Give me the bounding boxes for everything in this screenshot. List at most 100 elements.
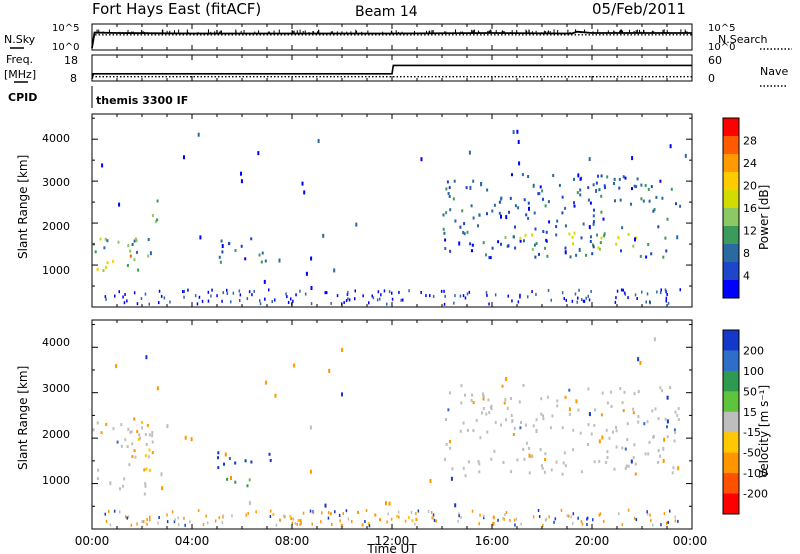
power-cell (147, 238, 150, 241)
velocity-cell (466, 428, 469, 432)
velocity-cell (116, 440, 119, 444)
power-cell (429, 294, 431, 298)
power-cell (538, 252, 540, 256)
power-cell (575, 253, 578, 257)
velocity-cell (514, 523, 516, 527)
power-cell (500, 196, 503, 200)
velocity-cell (342, 512, 344, 516)
velocity-cell (464, 393, 466, 397)
velocity-cell (92, 428, 95, 432)
power-cell (355, 222, 358, 227)
velocity-cell (544, 458, 547, 461)
power-cell (198, 295, 201, 299)
velocity-colorbar-swatch (723, 411, 739, 433)
velocity-cell (324, 503, 327, 508)
velocity-cell (141, 420, 143, 424)
velocity-cell (485, 412, 488, 416)
power-cell (432, 294, 435, 298)
velocity-cell (556, 404, 559, 408)
power-cell (622, 288, 624, 292)
velocity-cell (144, 454, 147, 458)
velocity-cell (666, 395, 669, 400)
velocity-cell (577, 408, 580, 412)
velocity-cell (144, 433, 147, 436)
power-cell (528, 206, 530, 211)
power-cell (156, 218, 159, 222)
station-title: Fort Hays East (fitACF) (92, 0, 261, 18)
velocity-cell (622, 409, 625, 413)
velocity-colorbar-swatch (723, 330, 739, 351)
velocity-cell (646, 512, 649, 516)
freq-line (91, 64, 692, 80)
power-cell (627, 296, 629, 300)
velocity-cell (572, 448, 575, 452)
freq-unit-label: [MHz] (4, 68, 36, 81)
velocity-cell (341, 348, 344, 352)
velocity-cell (674, 519, 677, 523)
power-cell (592, 222, 595, 226)
velocity-cell (189, 520, 191, 524)
power-cell (194, 294, 197, 298)
velocity-cell (202, 523, 205, 526)
power-cell (587, 198, 590, 202)
velocity-cell (149, 518, 151, 522)
velocity-cell (615, 429, 618, 433)
power-colorbar-tick: 24 (743, 157, 757, 170)
velocity-cell (120, 423, 123, 427)
velocity-cell (544, 452, 547, 456)
velocity-cell (677, 407, 680, 411)
power-cell (402, 298, 404, 302)
velocity-cell (646, 510, 648, 514)
velocity-cell (311, 522, 313, 526)
power-cell (597, 174, 599, 178)
power-cell (634, 293, 637, 297)
power-colorbar-tick: 12 (743, 225, 757, 238)
velocity-cell (626, 438, 629, 442)
velocity-cell (482, 407, 485, 410)
power-cell (516, 129, 519, 134)
velocity-cell (586, 516, 589, 520)
power-cell (240, 244, 243, 248)
power-cell (565, 298, 567, 302)
velocity-cell (606, 456, 609, 459)
velocity-cell (270, 509, 272, 513)
power-cell (466, 292, 469, 296)
power-cell (618, 177, 621, 181)
power-cell (563, 297, 565, 301)
velocity-cell (623, 390, 626, 394)
velocity-cell (501, 384, 504, 388)
velocity-cell (677, 418, 680, 421)
power-cell (585, 253, 587, 257)
velocity-cell (492, 516, 495, 519)
velocity-cell (471, 509, 474, 513)
velocity-cell (653, 337, 656, 342)
power-cell (571, 299, 574, 303)
velocity-cell (477, 460, 480, 463)
power-cell (545, 230, 548, 234)
velocity-cell (506, 406, 509, 410)
velocity-cell (581, 522, 584, 526)
velocity-cell (650, 519, 652, 523)
velocity-cell (341, 392, 343, 397)
velocity-colorbar: 200 100 50 15 -15 -50 -100 -200 (723, 330, 768, 515)
velocity-cell (478, 522, 480, 526)
velocity-cell (414, 522, 416, 526)
power-cell (546, 254, 549, 258)
velocity-cell (535, 429, 538, 433)
power-cell (597, 246, 600, 250)
velocity-cell (217, 466, 220, 470)
velocity-cell (637, 415, 640, 419)
power-cell (126, 299, 128, 303)
power-cell (129, 249, 132, 253)
velocity-cell (451, 467, 454, 471)
velocity-cell (510, 414, 513, 417)
velocity-cell (667, 520, 669, 524)
power-cell (182, 290, 184, 294)
power-cell (505, 215, 508, 220)
velocity-cell (563, 451, 566, 455)
velocity-cell (610, 405, 613, 408)
power-ytick-2000: 2000 (42, 220, 70, 233)
velocity-cell (608, 436, 611, 440)
power-cell (617, 236, 620, 240)
